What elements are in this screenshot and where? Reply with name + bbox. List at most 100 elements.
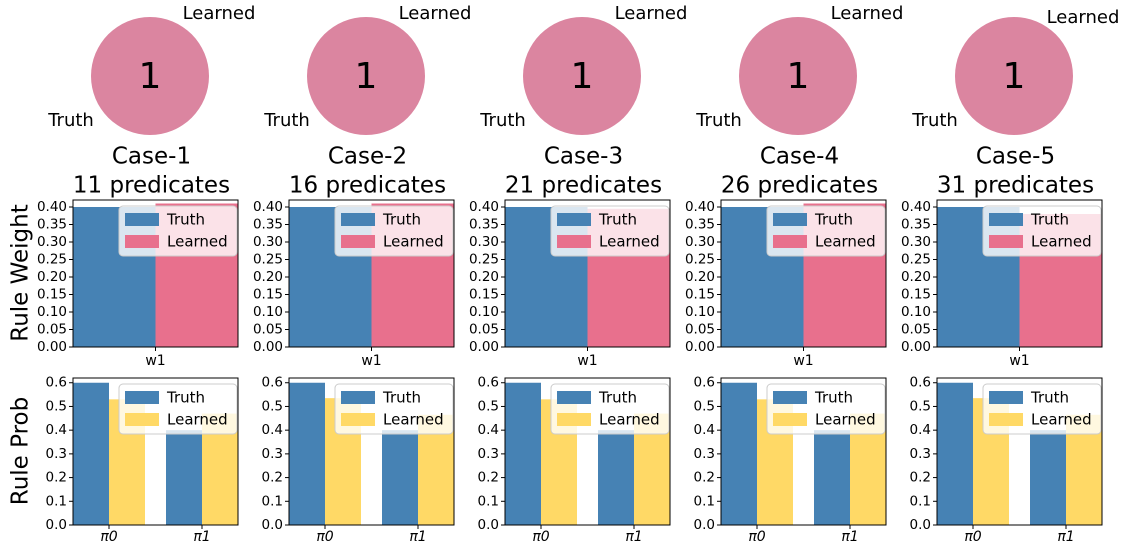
x-tick-label-w1: w1: [1009, 353, 1029, 369]
legend-label-learned: Learned: [815, 233, 876, 251]
x-tick-label-pi0: π0: [100, 529, 117, 545]
y-tick-label: 0.20: [469, 269, 499, 285]
y-tick-label: 0.30: [901, 234, 931, 250]
predicates-title-5: 31 predicates: [937, 173, 1094, 199]
x-tick-label-w1: w1: [361, 353, 381, 369]
venn-circle: [91, 17, 209, 135]
predicates-title-4: 26 predicates: [721, 173, 878, 199]
y-tick-label: 0.30: [685, 234, 715, 250]
x-tick-label-pi0: π0: [964, 529, 981, 545]
y-tick-label: 0.35: [253, 217, 283, 233]
legend-prob-1: Truth Learned: [118, 383, 238, 435]
venn-2: 1 Truth Learned: [263, 3, 471, 135]
x-tick-label-pi1: π1: [841, 529, 858, 545]
legend-swatch-truth: [557, 213, 591, 226]
y-tick-label: 0.40: [901, 199, 931, 215]
y-tick-label: 0.40: [685, 199, 715, 215]
y-tick-label: 0.30: [37, 234, 67, 250]
y-tick-label: 0.6: [262, 375, 283, 391]
y-tick-label: 0.6: [478, 375, 499, 391]
y-tick-label: 0.5: [46, 398, 67, 414]
y-tick-label: 0.0: [262, 517, 283, 533]
venn-label-truth: Truth: [479, 110, 526, 131]
x-tick-label-pi0: π0: [748, 529, 765, 545]
y-tick-label: 0.35: [901, 217, 931, 233]
y-tick-label: 0.6: [694, 375, 715, 391]
legend-label-truth: Truth: [814, 211, 853, 229]
y-tick-label: 0.40: [37, 199, 67, 215]
x-tick-label-pi0: π0: [532, 529, 549, 545]
bar-truth-pi0: [505, 382, 541, 525]
axes-frame: [936, 377, 1103, 526]
legend-swatch-truth: [341, 213, 375, 226]
predicates-title-2: 16 predicates: [289, 173, 446, 199]
x-tick-label-pi1: π1: [1057, 529, 1074, 545]
legend-prob-2: Truth Learned: [334, 383, 454, 435]
y-tick-label: 0.05: [253, 322, 283, 338]
legend-swatch-learned: [557, 413, 591, 426]
y-tick-label: 0.15: [901, 287, 931, 303]
y-tick-label: 0.25: [253, 252, 283, 268]
y-tick-label: 0.6: [910, 375, 931, 391]
row-label-prob: Rule Prob: [8, 397, 34, 505]
y-tick-label: 0.0: [478, 517, 499, 533]
legend-label-learned: Learned: [1031, 233, 1092, 251]
legend-swatch-truth: [341, 391, 375, 404]
y-tick-label: 0.00: [469, 339, 499, 355]
y-tick-label: 0.4: [694, 422, 715, 438]
row-label-weight: Rule Weight: [8, 204, 34, 342]
y-tick-label: 0.2: [478, 470, 499, 486]
y-tick-label: 0.05: [685, 322, 715, 338]
legend-label-learned: Learned: [815, 411, 876, 429]
y-tick-label: 0.5: [478, 398, 499, 414]
legend-prob-5: Truth Learned: [982, 383, 1102, 435]
y-tick-label: 0.30: [469, 234, 499, 250]
legend-prob-4: Truth Learned: [766, 383, 886, 435]
venn-label-truth: Truth: [695, 110, 742, 131]
venn-count: 1: [787, 56, 810, 97]
venn-count: 1: [571, 56, 594, 97]
venn-circle: [739, 17, 857, 135]
y-tick-label: 0.4: [478, 422, 499, 438]
y-tick-label: 0.00: [901, 339, 931, 355]
legend-swatch-learned: [341, 413, 375, 426]
y-tick-label: 0.35: [469, 217, 499, 233]
y-tick-label: 0.10: [37, 304, 67, 320]
bar-truth-pi0: [937, 382, 973, 525]
legend-swatch-learned: [989, 413, 1023, 426]
y-tick-label: 0.15: [685, 287, 715, 303]
y-tick-label: 0.10: [901, 304, 931, 320]
legend-label-truth: Truth: [166, 211, 205, 229]
venn-label-truth: Truth: [263, 110, 310, 131]
y-tick-label: 0.05: [901, 322, 931, 338]
venn-3: 1 Truth Learned: [479, 3, 687, 135]
y-tick-label: 0.35: [685, 217, 715, 233]
weight-chart-1: 0.000.05 0.100.15 0.200.25 0.300.35 0.40 w1: [37, 199, 239, 369]
venn-circle: [307, 17, 425, 135]
legend-label-learned: Learned: [1031, 411, 1092, 429]
x-tick-label-pi1: π1: [625, 529, 642, 545]
venn-label-learned: Learned: [183, 3, 256, 24]
y-tick-label: 0.4: [46, 422, 67, 438]
legend-weight-2: Truth Learned: [334, 205, 454, 257]
y-tick-label: 0.1: [910, 493, 931, 509]
x-tick-label-pi1: π1: [409, 529, 426, 545]
x-tick-label-w1: w1: [793, 353, 813, 369]
y-tick-label: 0.25: [685, 252, 715, 268]
y-tick-label: 0.40: [469, 199, 499, 215]
venn-circle: [523, 17, 641, 135]
y-tick-label: 0.25: [469, 252, 499, 268]
case-title-5: Case-5: [976, 144, 1055, 170]
case-title-2: Case-2: [328, 144, 407, 170]
legend-label-learned: Learned: [167, 411, 228, 429]
legend-label-truth: Truth: [1030, 211, 1069, 229]
legend-label-learned: Learned: [383, 233, 444, 251]
venn-label-learned: Learned: [1047, 7, 1120, 28]
y-tick-label: 0.10: [685, 304, 715, 320]
legend-label-learned: Learned: [383, 411, 444, 429]
y-tick-label: 0.15: [253, 287, 283, 303]
y-tick-label: 0.2: [910, 470, 931, 486]
case-title-1: Case-1: [112, 144, 191, 170]
y-tick-label: 0.6: [46, 375, 67, 391]
legend-label-truth: Truth: [598, 211, 637, 229]
